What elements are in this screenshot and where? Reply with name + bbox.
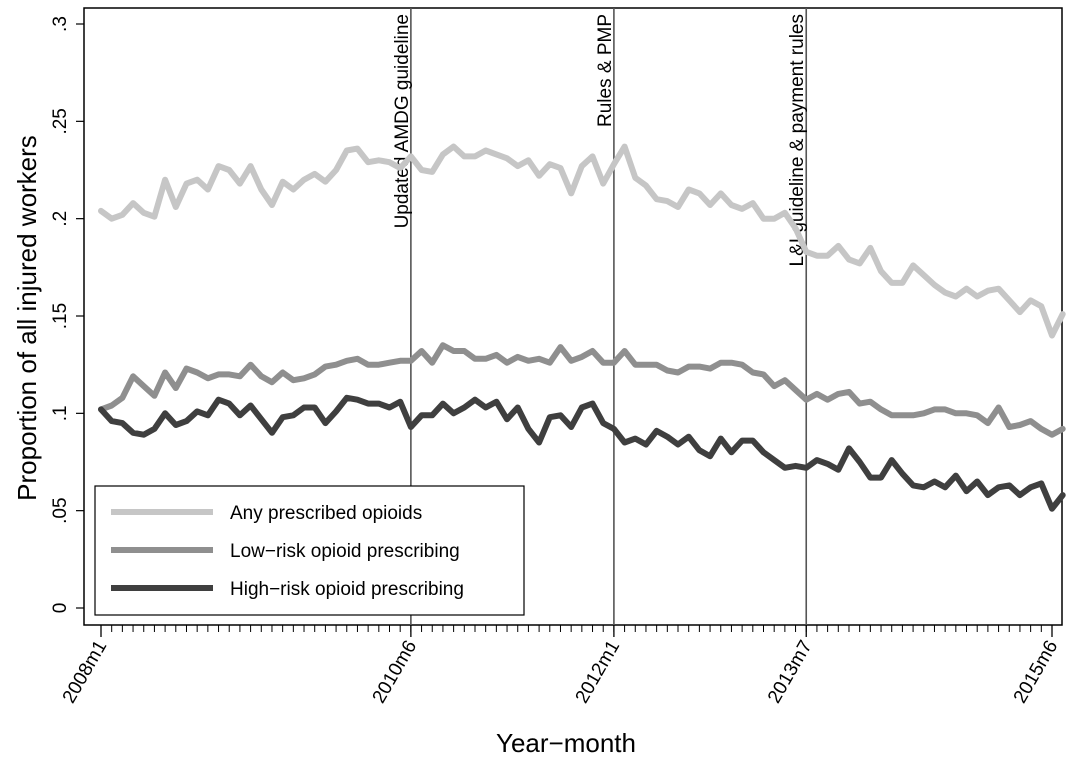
legend-label: Any prescribed opioids [230, 503, 422, 524]
y-tick-label: .25 [50, 108, 71, 134]
series-line [98, 394, 1066, 512]
y-tick-label: .1 [50, 405, 71, 421]
legend: Any prescribed opioids Low−risk opioid pr… [94, 485, 525, 616]
event-label: Updated AMDG guideline [392, 14, 413, 228]
x-axis-title: Year−month [496, 728, 636, 758]
y-tick-label: .05 [50, 497, 71, 523]
series-line [98, 143, 1066, 339]
legend-label: Low−risk opioid prescribing [230, 541, 460, 562]
y-tick-label: .2 [50, 211, 71, 227]
y-tick-label: .15 [50, 303, 71, 329]
event-label: Rules & PMP [595, 14, 616, 127]
series-line [98, 342, 1066, 438]
y-axis-title: Proportion of all injured workers [12, 135, 42, 501]
y-tick-label: .3 [50, 16, 71, 32]
series-lines [98, 143, 1066, 512]
legend-label: High−risk opioid prescribing [230, 579, 464, 600]
y-tick-label: 0 [50, 603, 71, 614]
y-axis: 0 .05 .1 .15 .2 .25 .3 [50, 16, 84, 613]
event-label: L&I guideline & payment rules [787, 14, 808, 266]
